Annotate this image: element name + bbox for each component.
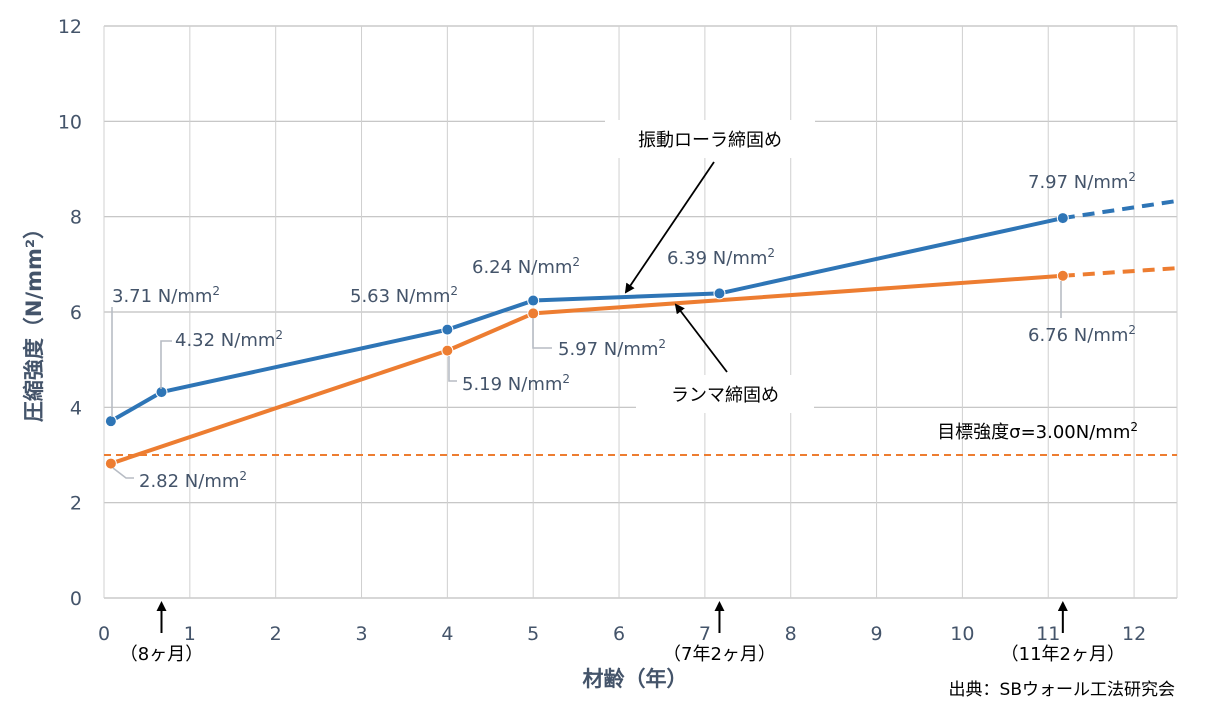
x-tick-label: 6 xyxy=(613,623,625,645)
x-axis-title: 材齢（年） xyxy=(583,667,688,691)
y-tick-label: 4 xyxy=(70,397,82,419)
time-markers: （8ヶ月） （7年2ヶ月） （11年2ヶ月） xyxy=(120,601,1125,665)
label-leader-line xyxy=(532,318,552,349)
time-marker-label: （8ヶ月） xyxy=(120,644,203,665)
data-label: 5.19 N/mm2 xyxy=(462,372,570,395)
data-labels: 3.71 N/mm2 4.32 N/mm2 5.63 N/mm2 6.24 N/mm2… xyxy=(111,170,1136,492)
data-point xyxy=(1056,269,1069,282)
data-label: 6.39 N/mm2 xyxy=(667,246,775,269)
x-tick-label: 3 xyxy=(355,623,367,645)
target-line-label: 目標強度σ=3.00N/mm2 xyxy=(937,420,1138,443)
x-tick-label: 5 xyxy=(527,623,539,645)
series-line xyxy=(110,273,1063,466)
data-label: 4.32 N/mm2 xyxy=(175,328,283,351)
series-line xyxy=(109,216,1064,423)
x-tick-label: 10 xyxy=(950,623,974,645)
data-point xyxy=(713,287,726,300)
x-tick-label: 1 xyxy=(184,623,196,645)
source-note: 出典：SBウォール工法研究会 xyxy=(949,680,1175,700)
y-tick-label: 6 xyxy=(70,302,82,324)
series-lines xyxy=(104,198,1178,470)
x-tick-label: 8 xyxy=(785,623,797,645)
annotation-box-rammer xyxy=(636,375,814,413)
label-leader-line xyxy=(160,340,172,389)
annotation-arrow-rammer xyxy=(674,303,728,373)
data-point xyxy=(441,344,454,357)
x-tick-label: 9 xyxy=(871,623,883,645)
data-label: 5.97 N/mm2 xyxy=(558,337,666,360)
data-point xyxy=(527,307,540,320)
data-label: 3.71 N/mm2 xyxy=(112,284,220,307)
x-tick-label: 2 xyxy=(270,623,282,645)
x-tick-label: 12 xyxy=(1122,623,1146,645)
data-label: 5.63 N/mm2 xyxy=(350,284,458,307)
annotation-vibration-roller: 振動ローラ締固め xyxy=(638,130,782,151)
y-axis-title: 圧縮強度（N/mm²） xyxy=(22,218,46,422)
annotation-arrow-vibration xyxy=(624,161,715,294)
annotation-rammer: ランマ締固め xyxy=(671,385,779,406)
time-marker-label: （7年2ヶ月） xyxy=(663,644,776,665)
x-tick-label: 11 xyxy=(1036,623,1060,645)
label-leader-line xyxy=(448,356,457,382)
data-point xyxy=(527,294,540,307)
y-tick-label: 10 xyxy=(58,111,82,133)
annotation-box-vibration xyxy=(605,120,815,158)
data-label: 6.24 N/mm2 xyxy=(472,255,580,278)
time-marker-label: （11年2ヶ月） xyxy=(1001,644,1125,665)
data-point xyxy=(441,323,454,336)
y-tick-label: 2 xyxy=(70,493,82,515)
data-point xyxy=(104,457,117,470)
data-label: 2.82 N/mm2 xyxy=(139,469,247,492)
target-line-group: 目標強度σ=3.00N/mm2 xyxy=(104,420,1177,456)
x-tick-label: 0 xyxy=(98,623,110,645)
y-tick-label: 0 xyxy=(70,588,82,610)
data-label: 7.97 N/mm2 xyxy=(1028,170,1136,193)
data-point xyxy=(1056,212,1069,225)
data-label: 6.76 N/mm2 xyxy=(1028,323,1136,346)
y-tick-label: 12 xyxy=(58,16,82,38)
y-tick-label: 8 xyxy=(70,207,82,229)
label-leader-line xyxy=(112,467,134,479)
x-tick-label: 4 xyxy=(441,623,453,645)
x-tick-label: 7 xyxy=(699,623,711,645)
data-point xyxy=(104,415,117,428)
